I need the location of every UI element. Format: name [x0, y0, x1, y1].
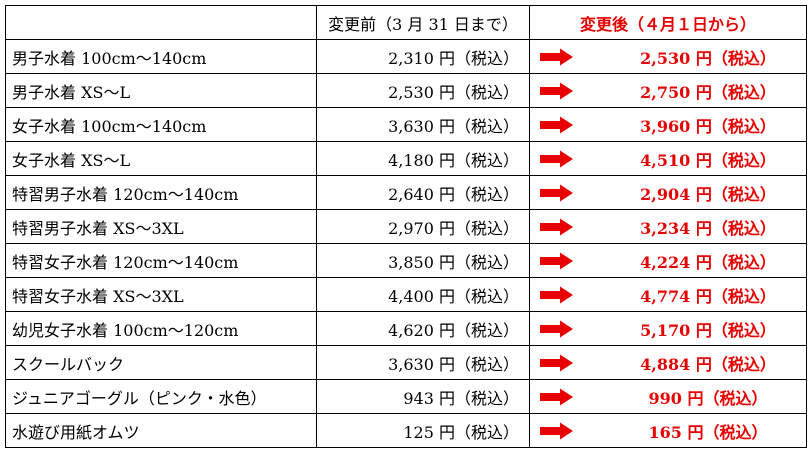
product-name: 水遊び用紙オムツ	[5, 413, 317, 448]
right-arrow-icon	[540, 422, 573, 439]
table-row: 特習女子水着 120cm〜140cm 3,850 円（税込） 4,224 円（税込）	[5, 243, 807, 278]
price-change-table: 変更前（3 月 31 日まで） 変更後（４月１日から） 男子水着 100cm〜1…	[5, 5, 807, 448]
right-arrow-icon	[540, 82, 573, 99]
old-price: 2,970 円（税込）	[316, 209, 530, 244]
new-price: 3,960 円（税込）	[640, 116, 776, 136]
product-name: 幼児女子水着 100cm〜120cm	[5, 311, 317, 346]
old-price: 2,640 円（税込）	[316, 175, 530, 210]
product-name: 特習男子水着 XS〜3XL	[5, 209, 317, 244]
new-price-cell: 4,224 円（税込）	[529, 243, 807, 278]
product-name: 特習女子水着 XS〜3XL	[5, 277, 317, 312]
product-name: 男子水着 100cm〜140cm	[5, 39, 317, 74]
new-price: 4,510 円（税込）	[640, 150, 776, 170]
right-arrow-icon	[540, 388, 573, 405]
product-name: 特習男子水着 120cm〜140cm	[5, 175, 317, 210]
old-price: 4,400 円（税込）	[316, 277, 530, 312]
right-arrow-icon	[540, 354, 573, 371]
new-price-cell: 3,960 円（税込）	[529, 107, 807, 142]
new-price-cell: 3,234 円（税込）	[529, 209, 807, 244]
old-price: 2,310 円（税込）	[316, 39, 530, 74]
table-row: ジュニアゴーグル（ピンク・水色） 943 円（税込） 990 円（税込）	[5, 379, 807, 414]
old-price: 2,530 円（税込）	[316, 73, 530, 108]
new-price: 2,904 円（税込）	[640, 184, 776, 204]
new-price: 2,530 円（税込）	[640, 48, 776, 68]
old-price: 3,850 円（税込）	[316, 243, 530, 278]
new-price-cell: 990 円（税込）	[529, 379, 807, 414]
right-arrow-icon	[540, 252, 573, 269]
header-old-price: 変更前（3 月 31 日まで）	[316, 5, 530, 40]
new-price: 2,750 円（税込）	[640, 82, 776, 102]
new-price-cell: 4,884 円（税込）	[529, 345, 807, 380]
table-row: 女子水着 100cm〜140cm 3,630 円（税込） 3,960 円（税込）	[5, 107, 807, 142]
new-price: 990 円（税込）	[648, 388, 768, 408]
old-price: 4,180 円（税込）	[316, 141, 530, 176]
new-price: 4,774 円（税込）	[640, 286, 776, 306]
product-name: 女子水着 100cm〜140cm	[5, 107, 317, 142]
right-arrow-icon	[540, 320, 573, 337]
new-price: 4,884 円（税込）	[640, 354, 776, 374]
product-name: 女子水着 XS〜L	[5, 141, 317, 176]
product-name: 特習女子水着 120cm〜140cm	[5, 243, 317, 278]
old-price: 3,630 円（税込）	[316, 345, 530, 380]
table-row: 特習男子水着 120cm〜140cm 2,640 円（税込） 2,904 円（税込）	[5, 175, 807, 210]
product-name: ジュニアゴーグル（ピンク・水色）	[5, 379, 317, 414]
new-price-cell: 5,170 円（税込）	[529, 311, 807, 346]
new-price-cell: 2,750 円（税込）	[529, 73, 807, 108]
table-row: 特習男子水着 XS〜3XL 2,970 円（税込） 3,234 円（税込）	[5, 209, 807, 244]
table-row: スクールバック 3,630 円（税込） 4,884 円（税込）	[5, 345, 807, 380]
new-price: 3,234 円（税込）	[640, 218, 776, 238]
header-name-cell	[5, 5, 317, 40]
old-price: 943 円（税込）	[316, 379, 530, 414]
new-price: 5,170 円（税込）	[640, 320, 776, 340]
header-row: 変更前（3 月 31 日まで） 変更後（４月１日から）	[5, 5, 807, 40]
right-arrow-icon	[540, 116, 573, 133]
product-name: スクールバック	[5, 345, 317, 380]
table-row: 女子水着 XS〜L 4,180 円（税込） 4,510 円（税込）	[5, 141, 807, 176]
new-price: 165 円（税込）	[648, 422, 768, 442]
new-price-cell: 4,774 円（税込）	[529, 277, 807, 312]
header-new-price: 変更後（４月１日から）	[529, 5, 807, 40]
product-name: 男子水着 XS〜L	[5, 73, 317, 108]
new-price-cell: 4,510 円（税込）	[529, 141, 807, 176]
right-arrow-icon	[540, 150, 573, 167]
right-arrow-icon	[540, 286, 573, 303]
table-row: 男子水着 XS〜L 2,530 円（税込） 2,750 円（税込）	[5, 73, 807, 108]
new-price-cell: 2,904 円（税込）	[529, 175, 807, 210]
table-row: 幼児女子水着 100cm〜120cm 4,620 円（税込） 5,170 円（税込）	[5, 311, 807, 346]
new-price: 4,224 円（税込）	[640, 252, 776, 272]
old-price: 4,620 円（税込）	[316, 311, 530, 346]
new-price-cell: 2,530 円（税込）	[529, 39, 807, 74]
old-price: 125 円（税込）	[316, 413, 530, 448]
table-row: 水遊び用紙オムツ 125 円（税込） 165 円（税込）	[5, 413, 807, 448]
old-price: 3,630 円（税込）	[316, 107, 530, 142]
right-arrow-icon	[540, 218, 573, 235]
table-row: 男子水着 100cm〜140cm 2,310 円（税込） 2,530 円（税込）	[5, 39, 807, 74]
right-arrow-icon	[540, 48, 573, 65]
new-price-cell: 165 円（税込）	[529, 413, 807, 448]
right-arrow-icon	[540, 184, 573, 201]
table-row: 特習女子水着 XS〜3XL 4,400 円（税込） 4,774 円（税込）	[5, 277, 807, 312]
